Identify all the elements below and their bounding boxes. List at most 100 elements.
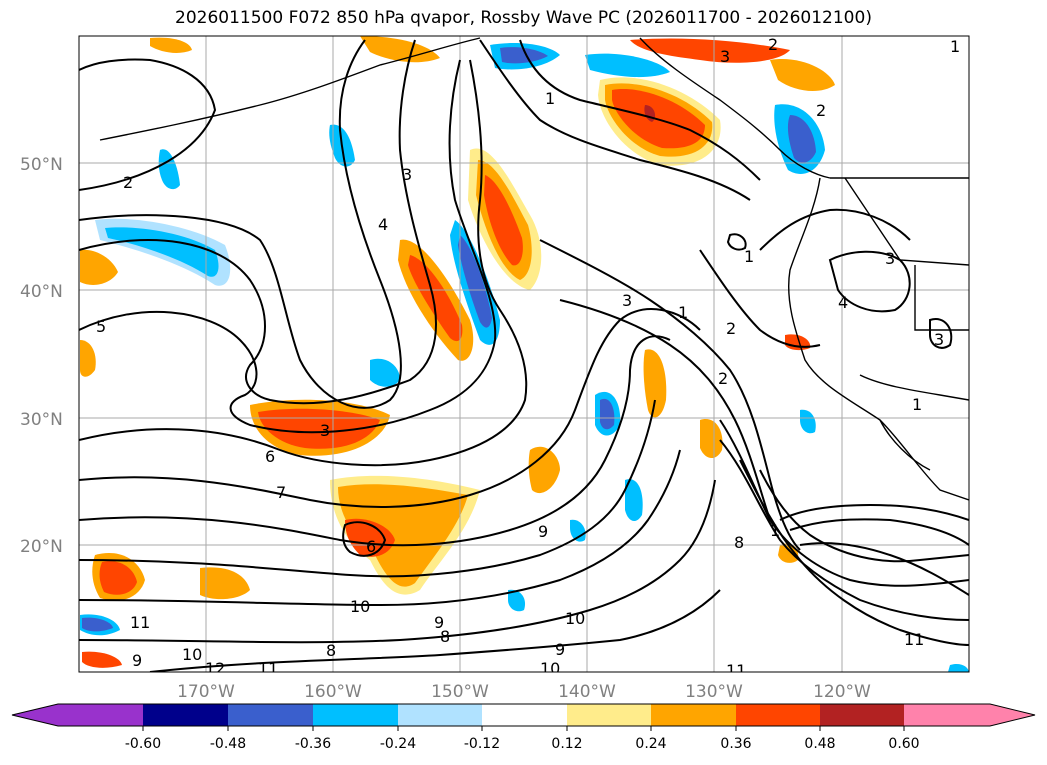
contour-label: 1 [545,89,555,108]
positive-anomaly-region [770,59,835,92]
colorbar-tick-label: 0.24 [635,736,666,752]
colorbar-extend-min [12,704,58,726]
colorbar-tick-label: 0.36 [720,736,751,752]
colorbar-outline [11,703,1036,727]
positive-anomaly-region [778,543,799,563]
positive-anomaly-region [408,255,463,342]
lon-label: 130°W [685,682,743,702]
lat-label: 30°N [20,410,63,430]
contour-label: 7 [276,483,286,502]
colorbar-swatch [651,704,736,726]
contour-label: 12 [205,659,225,678]
negative-anomaly-region [787,115,816,163]
contour-label: 1 [950,37,960,56]
contour-label: 9 [555,640,565,659]
colorbar-tick-label: -0.12 [464,736,500,752]
colorbar-swatch [228,704,313,726]
negative-anomaly-region [458,235,492,328]
colorbar-swatch [736,704,820,726]
colorbar-extend-max [990,704,1035,726]
contour-label: 8 [734,533,744,552]
colorbar-tick-label: -0.60 [125,736,161,752]
figure-title: 2026011500 F072 850 hPa qvapor, Rossby W… [175,8,872,28]
contour-label: 9 [538,522,548,541]
contour-label: 1 [770,521,780,540]
positive-anomaly-region [258,408,380,449]
lon-label: 140°W [558,682,616,702]
positive-anomaly-region [612,89,705,149]
contour-label: 10 [565,609,585,628]
positive-anomaly-region [80,249,118,285]
contour-label: 11 [130,613,150,632]
positive-anomaly-region [700,419,723,459]
lon-label: 120°W [813,682,871,702]
colorbar: -0.60 -0.48 -0.36 -0.24 -0.12 0.12 0.24 … [11,703,1036,752]
negative-anomaly-region [800,409,816,434]
negative-anomaly-region [625,479,643,522]
negative-anomaly-region [585,53,670,78]
contour-label: 3 [885,249,895,268]
positive-anomaly-region [360,36,440,63]
contour-label: 6 [265,447,275,466]
graticule [79,36,969,672]
colorbar-swatch [820,704,904,726]
anomaly-fills [80,36,969,672]
positive-anomaly-region [200,567,250,600]
negative-anomaly-region [158,149,180,190]
lat-label: 20°N [20,537,63,557]
contour-label: 3 [402,165,412,184]
positive-anomaly-region [338,484,468,587]
contour-label: 6 [366,537,376,556]
contour-label: 9 [434,613,444,632]
colorbar-swatch [143,704,228,726]
colorbar-swatch [313,704,398,726]
longitude-labels: 170°W 160°W 150°W 140°W 130°W 120°W [177,682,871,702]
contour-labels: 2 3 4 5 3 6 7 9 10 11 9 10 8 9 10 11 1 2… [96,35,960,680]
lat-label: 40°N [20,282,63,302]
colorbar-swatch [58,704,143,726]
negative-anomaly-region [500,47,548,64]
positive-anomaly-region [150,37,192,53]
contour-label: 4 [378,215,388,234]
contour-label: 5 [96,317,106,336]
pc-contours [79,39,969,672]
contour-label: 3 [720,47,730,66]
contour-label: 2 [123,173,133,192]
contour-label: 1 [912,395,922,414]
positive-anomaly-region [82,651,122,668]
contour-label: 2 [718,369,728,388]
contour-label: 1 [678,303,688,322]
contour-label: 11 [726,661,746,680]
contour-label: 2 [768,35,778,54]
lon-label: 170°W [177,682,235,702]
positive-anomaly-region [643,349,667,418]
contour-label: 8 [440,627,450,646]
negative-anomaly-region [570,519,586,542]
contour-label: 11 [904,630,924,649]
contour-label: 10 [182,645,202,664]
lon-label: 160°W [304,682,362,702]
negative-anomaly-region [82,617,113,632]
negative-anomaly-region [948,663,969,672]
colorbar-tick-label: 0.60 [888,736,919,752]
positive-anomaly-region [99,561,137,595]
latitude-labels: 50°N 40°N 30°N 20°N [20,155,63,557]
negative-anomaly-region [370,358,400,387]
positive-anomaly-region [528,446,560,494]
coastlines [99,37,969,501]
colorbar-swatch [482,704,567,726]
contour-label: 9 [132,651,142,670]
colorbar-tick-label: -0.36 [295,736,331,752]
contour-label: 8 [326,641,336,660]
contour-label: 1 [744,247,754,266]
positive-anomaly-region [630,38,790,63]
colorbar-tick-label: 0.12 [551,736,582,752]
contour-label: 2 [816,101,826,120]
lon-label: 150°W [431,682,489,702]
contour-label: 3 [320,421,330,440]
positive-anomaly-region [484,175,523,266]
contour-label: 10 [540,659,560,678]
colorbar-swatch [398,704,482,726]
colorbar-tick-label: -0.24 [380,736,416,752]
